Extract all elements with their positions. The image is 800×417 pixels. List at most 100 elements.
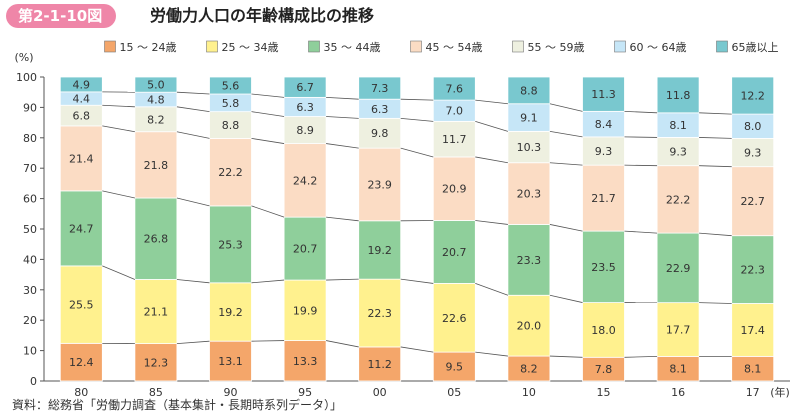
x-tick-label: 15 bbox=[597, 386, 611, 399]
x-tick-label: 80 bbox=[74, 386, 88, 399]
bar-segment bbox=[432, 351, 476, 382]
data-label: 9.8 bbox=[371, 127, 389, 140]
data-label: 18.0 bbox=[591, 324, 616, 337]
connector-line bbox=[699, 232, 732, 237]
bar-segment bbox=[731, 303, 775, 357]
connector-line bbox=[549, 131, 583, 138]
data-label: 22.3 bbox=[740, 264, 765, 277]
legend-swatch bbox=[308, 40, 320, 53]
data-label: 20.7 bbox=[442, 246, 467, 259]
bar-segment bbox=[358, 147, 402, 222]
bar-segment bbox=[656, 112, 700, 138]
connector-line bbox=[699, 137, 732, 139]
bar-segment bbox=[358, 76, 402, 100]
data-label: 11.7 bbox=[442, 133, 467, 146]
connector-line bbox=[475, 351, 508, 357]
data-label: 8.9 bbox=[296, 124, 314, 137]
data-label: 11.2 bbox=[367, 358, 392, 371]
connector-line bbox=[326, 278, 359, 281]
bar-segment bbox=[209, 76, 252, 95]
connector-line bbox=[176, 197, 210, 207]
bar-segment bbox=[209, 111, 252, 139]
y-tick-label: 40 bbox=[23, 253, 37, 266]
bar-segment bbox=[358, 220, 402, 280]
data-label: 22.9 bbox=[666, 262, 691, 275]
connector-line bbox=[624, 136, 658, 138]
bar-segment bbox=[582, 110, 625, 138]
data-label: 17.7 bbox=[666, 324, 691, 337]
bar-segment bbox=[432, 220, 476, 284]
bar-segment bbox=[731, 113, 775, 139]
connector-line bbox=[176, 279, 210, 284]
bar-segment bbox=[656, 232, 700, 304]
connector-line bbox=[251, 205, 285, 218]
data-label: 22.7 bbox=[740, 195, 765, 208]
y-tick-label: 100 bbox=[16, 71, 37, 84]
data-label: 8.8 bbox=[222, 119, 240, 132]
bar-segment bbox=[59, 265, 103, 344]
connector-line bbox=[475, 156, 508, 164]
y-tick-label: 30 bbox=[23, 284, 37, 297]
bar-segment bbox=[432, 76, 476, 101]
connector-line bbox=[326, 143, 359, 149]
data-label: 21.4 bbox=[69, 152, 94, 165]
connector-lines bbox=[102, 91, 732, 358]
connector-line bbox=[102, 104, 135, 108]
data-label: 23.3 bbox=[517, 254, 542, 267]
bar-segment bbox=[283, 340, 327, 382]
data-label: 5.6 bbox=[222, 80, 240, 93]
bar-segment bbox=[507, 103, 551, 132]
data-label: 8.8 bbox=[520, 84, 538, 97]
connector-line bbox=[475, 99, 508, 105]
data-label: 23.9 bbox=[367, 178, 392, 191]
legend-label: 65歳以上 bbox=[732, 41, 779, 54]
legend-label: 15 ～ 24歳 bbox=[120, 41, 177, 54]
connector-line bbox=[400, 278, 434, 284]
data-label: 22.3 bbox=[367, 307, 392, 320]
y-axis-unit-label: (%) bbox=[14, 51, 33, 64]
data-label: 4.8 bbox=[147, 93, 165, 106]
data-label: 13.3 bbox=[293, 355, 318, 368]
data-label: 8.4 bbox=[595, 118, 613, 131]
bar-segment bbox=[656, 302, 700, 357]
data-label: 7.8 bbox=[595, 363, 613, 376]
legend-swatch bbox=[614, 40, 626, 53]
data-label: 24.7 bbox=[69, 222, 94, 235]
bar-segment bbox=[59, 125, 103, 192]
bar-segment bbox=[283, 76, 327, 98]
data-label: 6.8 bbox=[73, 110, 91, 123]
data-label: 21.7 bbox=[591, 192, 616, 205]
legend-label: 25 ～ 34歳 bbox=[222, 41, 279, 54]
connector-line bbox=[624, 230, 658, 234]
source-note: 資料：総務省「労働力調査（基本集計・長期時系列データ）」 bbox=[12, 398, 343, 412]
bar-segment bbox=[358, 117, 402, 149]
x-tick-label: 00 bbox=[373, 386, 387, 399]
data-label: 4.4 bbox=[73, 93, 91, 106]
legend-swatch bbox=[512, 40, 524, 53]
figure-header: 第2-1-10図 労働力人口の年齢構成比の推移 bbox=[0, 0, 800, 30]
data-label: 20.0 bbox=[517, 320, 542, 333]
bar-segment bbox=[134, 76, 178, 93]
data-label: 9.3 bbox=[595, 145, 613, 158]
connector-line bbox=[102, 125, 135, 133]
bar-segment bbox=[731, 138, 775, 168]
bar-segment bbox=[283, 279, 327, 341]
legend-swatch bbox=[206, 40, 218, 53]
y-tick-label: 60 bbox=[23, 193, 37, 206]
connector-line bbox=[176, 106, 210, 113]
bar-segment bbox=[582, 230, 625, 303]
legend: 15 ～ 24歳 25 ～ 34歳 35 ～ 44歳 45 ～ 54歳 55 ～ 59歳… bbox=[104, 40, 779, 54]
data-label: 22.2 bbox=[218, 166, 243, 179]
legend-swatch bbox=[104, 40, 116, 53]
connector-line bbox=[176, 131, 210, 139]
data-label: 9.1 bbox=[520, 112, 538, 125]
bar-segment bbox=[209, 138, 252, 207]
bar-segment bbox=[209, 282, 252, 342]
bar-segment bbox=[656, 76, 700, 114]
data-label: 13.1 bbox=[218, 355, 243, 368]
connector-line bbox=[326, 340, 359, 348]
y-tick-label: 70 bbox=[23, 162, 37, 175]
x-tick-label: 10 bbox=[522, 386, 536, 399]
x-tick-label: 05 bbox=[447, 386, 461, 399]
